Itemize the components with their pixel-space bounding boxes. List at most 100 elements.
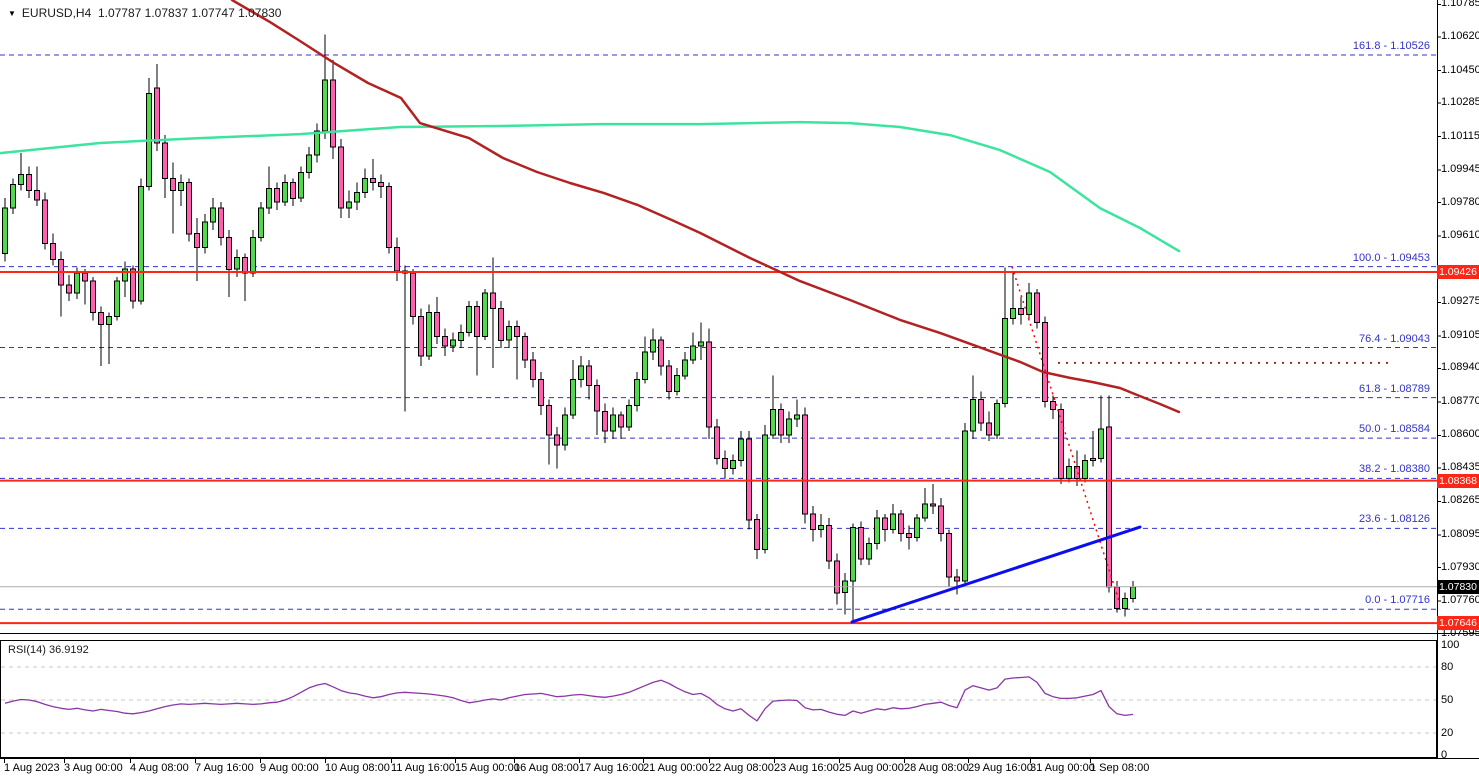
time-axis-label: 28 Aug 08:00 [904, 762, 969, 774]
bear-candle [98, 312, 104, 325]
bull-candle [202, 221, 208, 248]
bear-candle [42, 199, 48, 245]
bull-candle [1090, 458, 1096, 462]
bear-candle [858, 527, 864, 560]
bull-candle [74, 272, 80, 294]
time-axis-label: 25 Aug 00:00 [839, 762, 904, 774]
bull-candle [314, 130, 320, 156]
bull-candle [282, 182, 288, 203]
bear-candle [162, 142, 168, 179]
fib-level-label: 161.8 - 1.10526 [1352, 40, 1430, 53]
bear-candle [722, 458, 728, 470]
bull-candle [794, 414, 800, 420]
bull-candle [866, 542, 872, 560]
bull-candle [1066, 466, 1072, 479]
bull-candle [354, 191, 360, 203]
bull-candle [450, 339, 456, 347]
price-tag-mid-support: 1.08368 [1437, 473, 1479, 488]
time-axis-label: 4 Aug 08:00 [130, 762, 189, 774]
bear-candle [554, 434, 560, 446]
bear-candle [378, 182, 384, 187]
bear-candle [778, 408, 784, 436]
bear-candle [154, 87, 160, 144]
bull-candle [1010, 308, 1016, 320]
ohlc-quotes: 1.07787 1.07837 1.07747 1.07830 [97, 6, 282, 20]
rsi-axis-label: 50 [1441, 693, 1454, 706]
bear-candle [274, 187, 280, 203]
bull-candle [786, 418, 792, 436]
bull-candle [114, 280, 120, 318]
bear-candle [530, 359, 536, 381]
bull-candle [642, 351, 648, 381]
bear-candle [834, 560, 840, 594]
bull-candle [298, 172, 304, 199]
bull-candle [10, 183, 16, 209]
bear-candle [434, 312, 440, 337]
bear-candle [1042, 322, 1048, 402]
bull-candle [106, 316, 112, 326]
price-axis-label: 1.09780 [1441, 195, 1479, 208]
bull-candle [962, 430, 968, 582]
bear-candle [1050, 400, 1056, 410]
bull-candle [1122, 598, 1128, 609]
bear-candle [330, 79, 336, 148]
bull-candle [674, 375, 680, 393]
bear-candle [594, 385, 600, 412]
bull-candle [178, 182, 184, 191]
bear-candle [186, 182, 192, 235]
bull-candle [322, 79, 328, 132]
bear-candle [986, 422, 992, 436]
bull-candle [18, 174, 24, 186]
fib-level-label: 100.0 - 1.09453 [1352, 251, 1430, 264]
time-axis-label: 15 Aug 00:00 [455, 762, 520, 774]
bull-candle [994, 402, 1000, 436]
price-axis-label: 1.10620 [1441, 29, 1479, 42]
bull-candle [570, 379, 576, 416]
bull-candle [690, 345, 696, 361]
rsi-axis-label: 20 [1441, 726, 1454, 739]
bull-candle [266, 187, 272, 209]
time-axis-label: 22 Aug 08:00 [709, 762, 774, 774]
price-axis-label: 1.10450 [1441, 63, 1479, 76]
bear-candle [1074, 466, 1080, 479]
ma-slow-green-line [0, 120, 1181, 253]
rsi-axis-label: 100 [1441, 638, 1460, 651]
price-axis-label: 1.10285 [1441, 96, 1479, 109]
bull-candle [306, 154, 312, 174]
price-axis-label: 1.09610 [1441, 229, 1479, 242]
bear-candle [90, 280, 96, 314]
bull-candle [762, 434, 768, 550]
price-axis-label: 1.08940 [1441, 361, 1479, 374]
bull-candle [1002, 318, 1008, 404]
bear-candle [226, 237, 232, 270]
bear-candle [66, 284, 72, 294]
bear-candle [194, 233, 200, 248]
bear-candle [338, 146, 344, 209]
symbol-dropdown-icon[interactable]: ▼ [8, 9, 16, 18]
bull-candle [234, 256, 240, 270]
bull-candle [890, 513, 896, 531]
fib-level-label: 76.4 - 1.09043 [1359, 332, 1430, 345]
bear-candle [898, 513, 904, 534]
bull-candle [1130, 586, 1136, 600]
bear-candle [50, 243, 56, 260]
rsi-pane-border [0, 640, 1437, 758]
bear-candle [706, 341, 712, 428]
bear-candle [442, 335, 448, 347]
bear-candle [882, 517, 888, 531]
price-axis-label: 1.08770 [1441, 394, 1479, 407]
bull-candle [818, 525, 824, 531]
bear-candle [410, 272, 416, 318]
time-axis-label: 3 Aug 00:00 [64, 762, 123, 774]
bull-candle [482, 292, 488, 337]
bear-candle [130, 268, 136, 302]
time-axis-label: 9 Aug 00:00 [260, 762, 319, 774]
price-axis-label: 1.07760 [1441, 594, 1479, 607]
bear-candle [418, 316, 424, 357]
bull-candle [914, 517, 920, 538]
bull-candle [138, 185, 144, 302]
bear-candle [26, 174, 32, 191]
time-axis-label: 1 Sep 08:00 [1090, 762, 1150, 774]
